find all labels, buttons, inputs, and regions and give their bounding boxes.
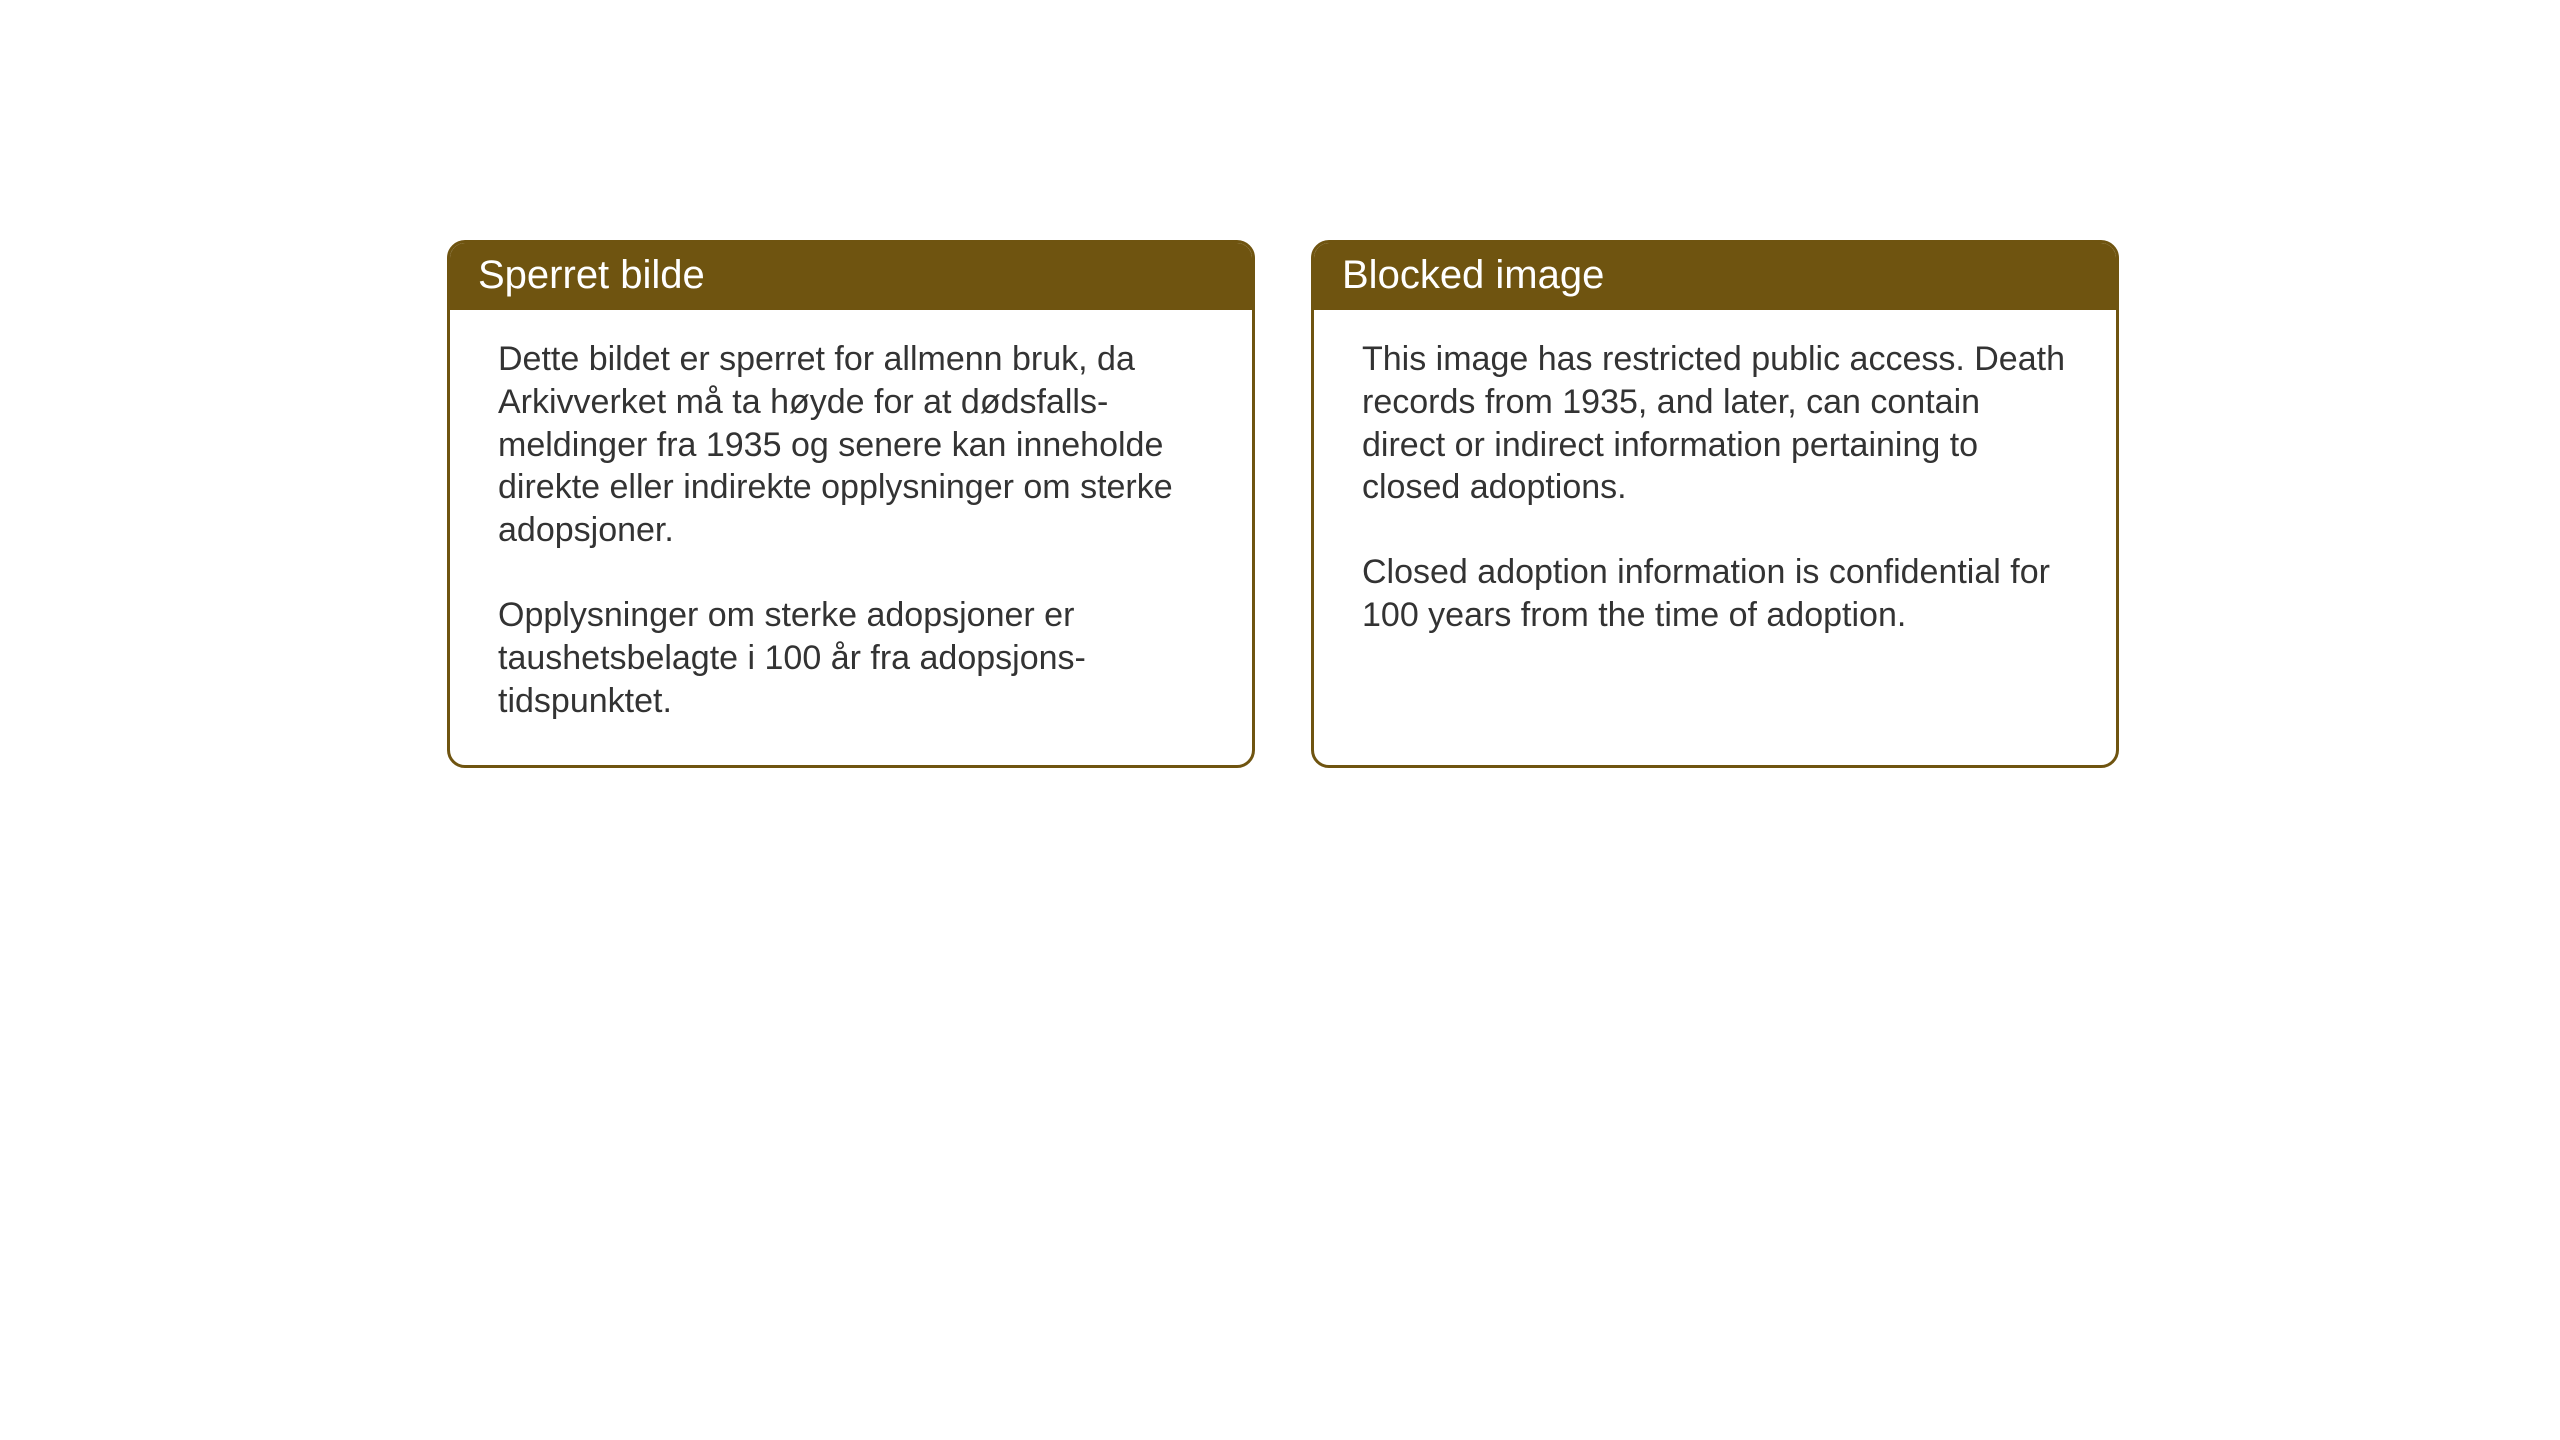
card-paragraph: This image has restricted public access.… xyxy=(1362,338,2068,509)
notice-card-norwegian: Sperret bilde Dette bildet er sperret fo… xyxy=(447,240,1255,768)
card-body-english: This image has restricted public access.… xyxy=(1314,310,2116,679)
notice-card-english: Blocked image This image has restricted … xyxy=(1311,240,2119,768)
card-paragraph: Dette bildet er sperret for allmenn bruk… xyxy=(498,338,1204,552)
card-paragraph: Opplysninger om sterke adopsjoner er tau… xyxy=(498,594,1204,722)
card-title: Sperret bilde xyxy=(478,253,705,297)
card-header-english: Blocked image xyxy=(1314,243,2116,310)
notice-cards-container: Sperret bilde Dette bildet er sperret fo… xyxy=(447,240,2119,768)
card-header-norwegian: Sperret bilde xyxy=(450,243,1252,310)
card-body-norwegian: Dette bildet er sperret for allmenn bruk… xyxy=(450,310,1252,765)
card-title: Blocked image xyxy=(1342,253,1604,297)
card-paragraph: Closed adoption information is confident… xyxy=(1362,551,2068,637)
